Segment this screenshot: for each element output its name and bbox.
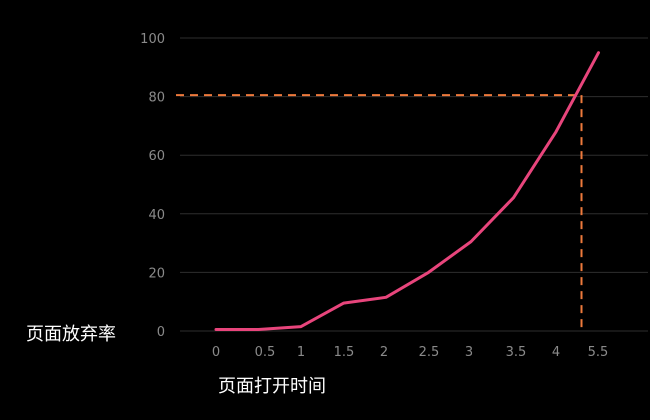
x-tick-label: 5.5 bbox=[588, 345, 609, 360]
reference-lines bbox=[176, 94, 583, 331]
x-axis-label: 页面打开时间 bbox=[218, 376, 326, 397]
grid-lines bbox=[180, 37, 648, 332]
x-tick-label: 4 bbox=[552, 345, 560, 360]
x-tick-label: 3.5 bbox=[506, 345, 527, 360]
x-tick-label: 3 bbox=[465, 345, 473, 360]
x-axis-ticks: 0 0.5 1 1.5 2 2.5 3 3.5 4 5.5 bbox=[212, 345, 608, 360]
y-axis-ticks: 0 20 40 60 80 100 bbox=[140, 32, 165, 340]
y-tick-label: 20 bbox=[148, 266, 165, 281]
y-axis-label: 页面放弃率 bbox=[26, 324, 116, 345]
y-tick-label: 60 bbox=[148, 149, 165, 164]
x-tick-label: 1.5 bbox=[334, 345, 355, 360]
series bbox=[214, 51, 600, 332]
x-tick-label: 2.5 bbox=[419, 345, 440, 360]
y-tick-label: 100 bbox=[140, 32, 165, 47]
x-tick-label: 2 bbox=[380, 345, 388, 360]
x-tick-label: 0.5 bbox=[255, 345, 276, 360]
series-line bbox=[214, 51, 600, 332]
x-tick-label: 1 bbox=[297, 345, 305, 360]
y-tick-label: 40 bbox=[148, 208, 165, 223]
y-tick-label: 0 bbox=[157, 325, 165, 340]
x-tick-label: 0 bbox=[212, 345, 220, 360]
y-tick-label: 80 bbox=[148, 91, 165, 106]
